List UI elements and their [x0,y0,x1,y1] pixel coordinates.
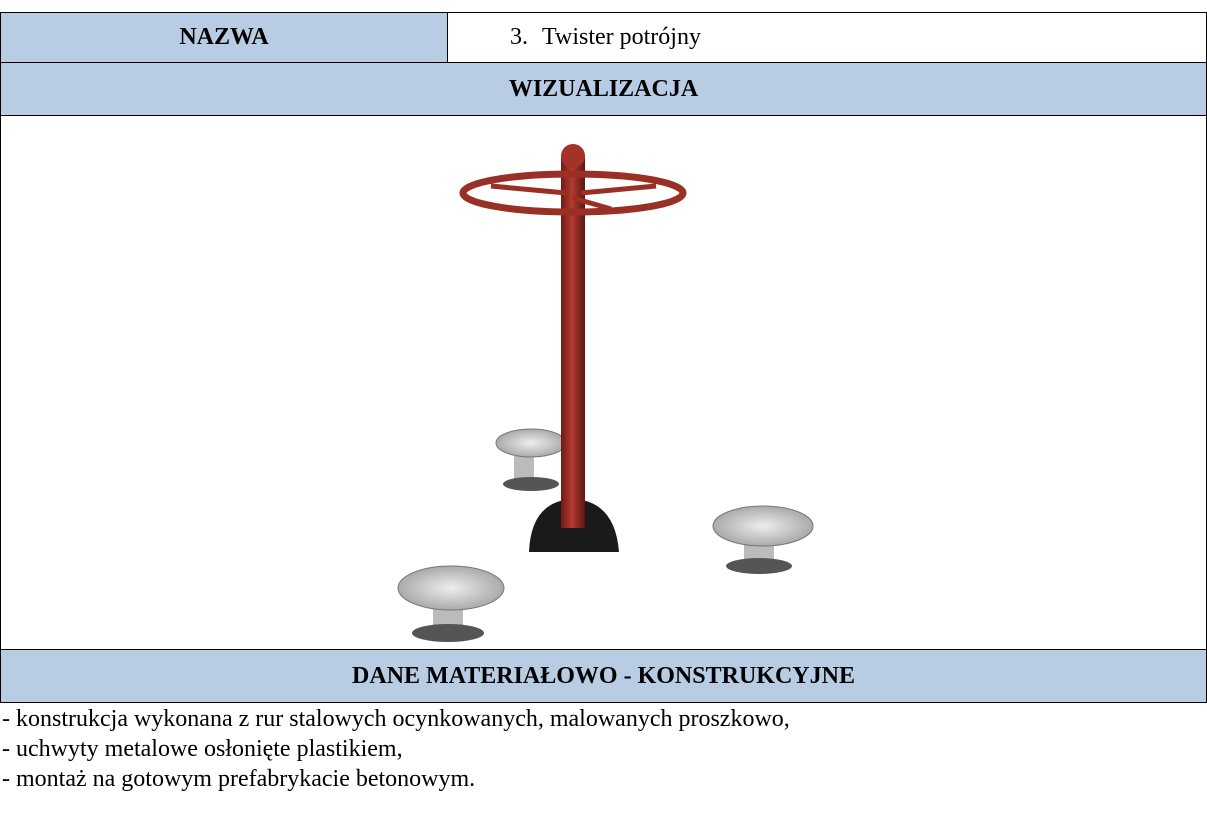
name-value-cell: 3. Twister potrójny [447,12,1207,63]
name-label-cell: NAZWA [0,12,448,63]
data-header: DANE MATERIAŁOWO - KONSTRUKCYJNE [352,662,855,689]
step-disc [397,565,505,642]
visual-header-cell: WIZUALIZACJA [0,62,1207,116]
visual-header: WIZUALIZACJA [508,75,699,102]
step-disc [495,428,567,491]
product-image [397,144,814,642]
name-label: NAZWA [179,24,269,50]
ring [459,170,687,216]
pole [561,156,585,528]
step-disc [712,505,814,574]
item: - konstrukcja wykonana z rur stalowych o… [2,706,790,732]
image-cell [0,115,1207,650]
name-value: Twister potrójny [542,24,701,50]
data-header-cell: DANE MATERIAŁOWO - KONSTRUKCYJNE [0,649,1207,703]
name-number: 3. [510,24,528,50]
item: - montaż na gotowym prefabrykacie betono… [2,766,476,792]
item: - uchwyty metalowe osłonięte plastikiem, [2,736,403,762]
